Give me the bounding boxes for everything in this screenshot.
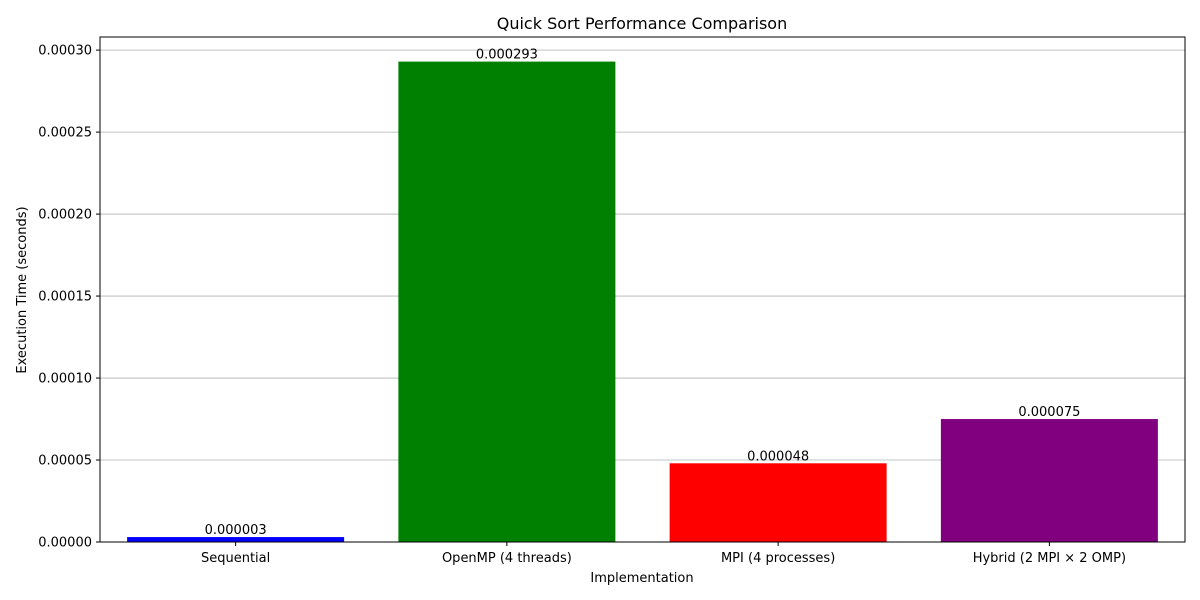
bar-value-labels: 0.000003 0.000293 0.000048 0.000075 [205, 48, 1081, 538]
bar-value-label: 0.000293 [476, 48, 538, 63]
bar-value-label: 0.000075 [1018, 405, 1080, 420]
y-tick-label: 0.00020 [38, 208, 92, 223]
x-axis-label: Implementation [590, 571, 693, 586]
grid-lines [100, 49, 1185, 543]
bar [127, 537, 345, 542]
y-tick-label: 0.00010 [38, 372, 92, 387]
bar [940, 419, 1158, 542]
x-tick-label: OpenMP (4 threads) [442, 551, 572, 566]
x-axis-ticks: Sequential OpenMP (4 threads) MPI (4 proce… [201, 542, 1126, 566]
y-tick-label: 0.00025 [38, 126, 92, 141]
bar-value-label: 0.000003 [205, 523, 267, 538]
axes-frame [99, 36, 1186, 543]
bar-value-label: 0.000048 [747, 449, 809, 464]
bar [398, 61, 616, 543]
y-axis-label: Execution Time (seconds) [15, 206, 30, 373]
x-tick-label: Hybrid (2 MPI × 2 OMP) [973, 551, 1126, 566]
y-tick-label: 0.00000 [38, 536, 92, 551]
bars [127, 61, 1158, 543]
x-tick-label: Sequential [201, 551, 270, 566]
chart-title: Quick Sort Performance Comparison [497, 14, 787, 33]
y-tick-label: 0.00030 [38, 44, 92, 59]
y-tick-label: 0.00015 [38, 290, 92, 305]
x-tick-label: MPI (4 processes) [721, 551, 835, 566]
y-tick-label: 0.00005 [38, 454, 92, 469]
y-axis-ticks: 0.00000 0.00005 0.00010 0.00015 0.00020 0.000… [38, 44, 100, 551]
bar [669, 463, 887, 542]
